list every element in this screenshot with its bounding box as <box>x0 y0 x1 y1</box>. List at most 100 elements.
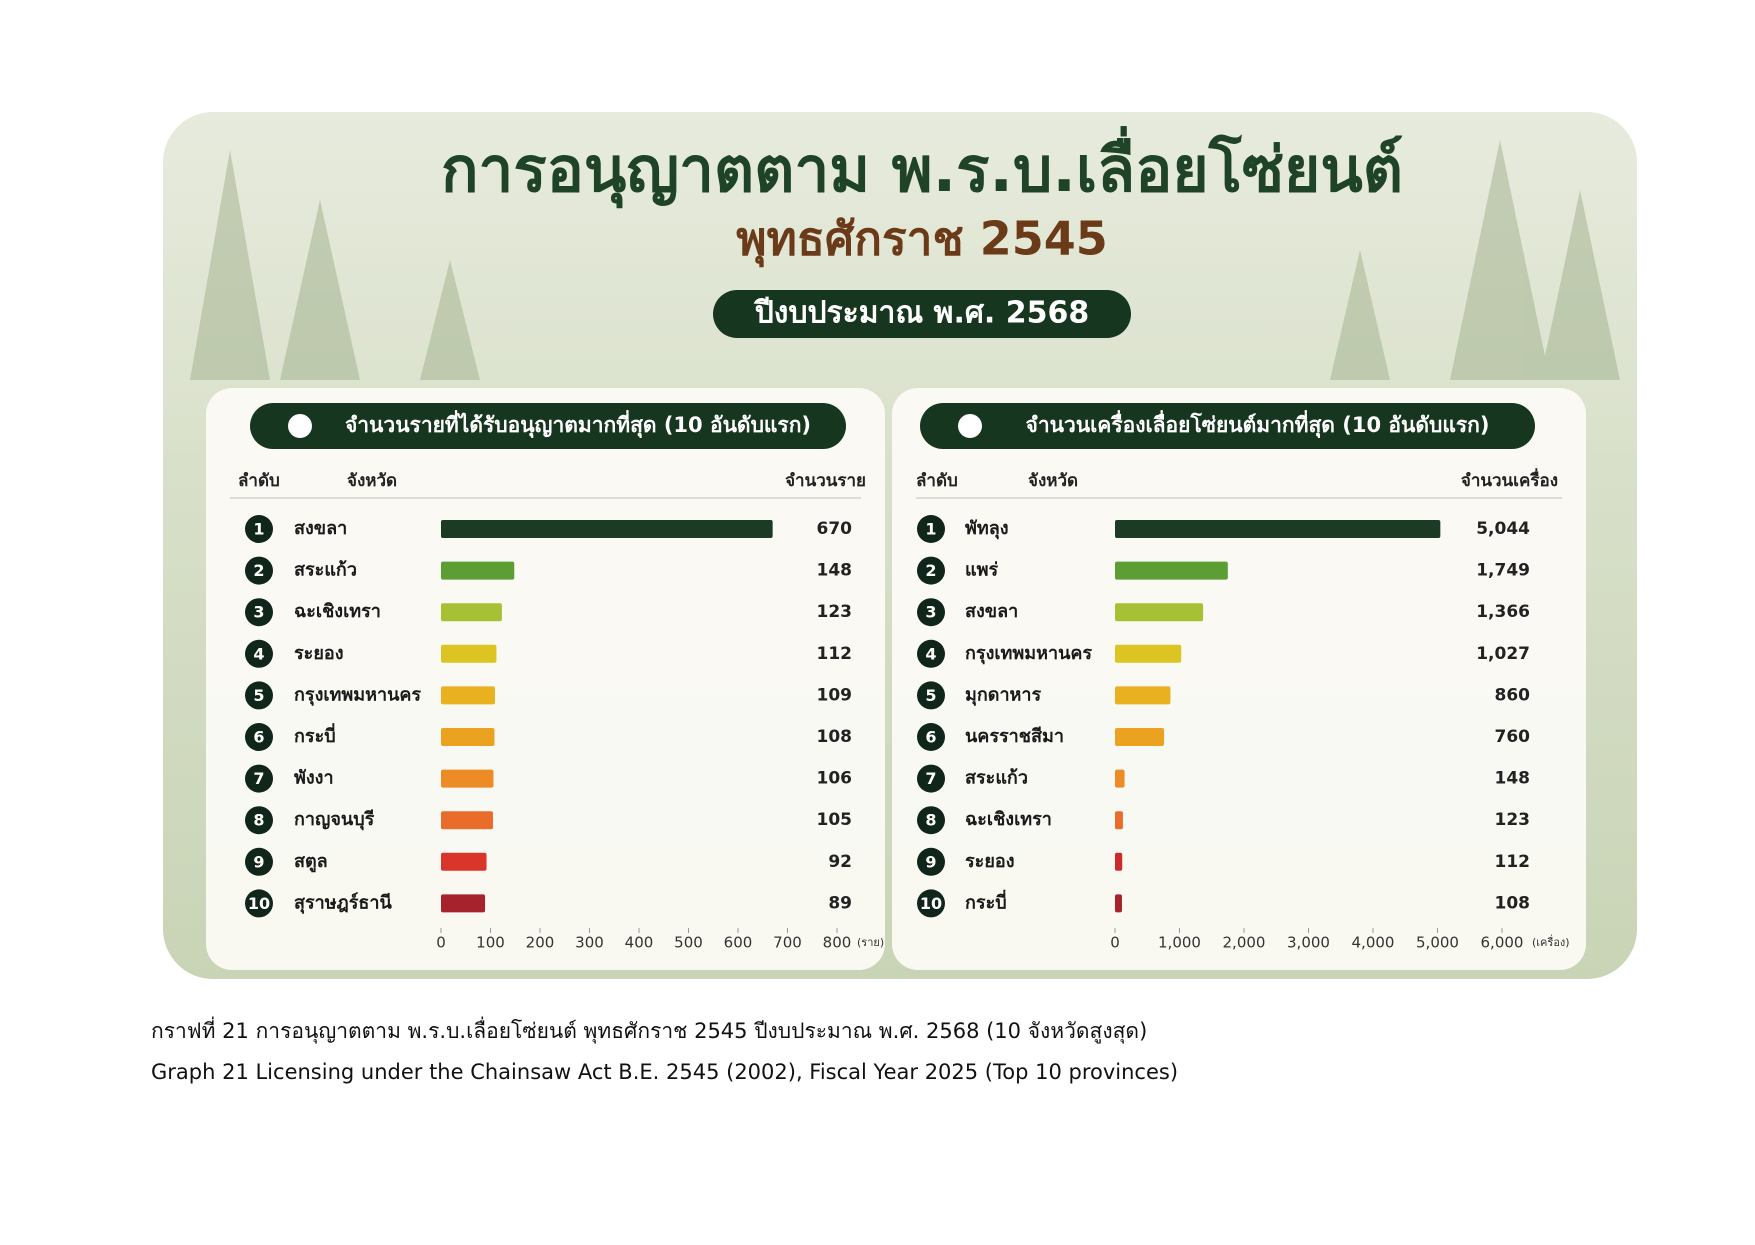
value-label: 108 <box>817 727 853 747</box>
value-label: 148 <box>1495 769 1531 789</box>
rank: 4 <box>925 644 936 663</box>
bar <box>1115 894 1122 913</box>
value-label: 106 <box>817 769 853 789</box>
rank-header: ลำดับ <box>916 471 958 491</box>
rank: 6 <box>253 728 264 747</box>
category-label: พังงา <box>294 768 334 789</box>
rank-badge <box>245 639 273 668</box>
rank-badge <box>245 847 273 876</box>
rank: 10 <box>920 894 942 913</box>
category-header: จังหวัด <box>1028 471 1078 491</box>
x-unit: (เครื่อง) <box>1532 934 1570 949</box>
value-label: 760 <box>1495 727 1531 747</box>
caption-english: Graph 21 Licensing under the Chainsaw Ac… <box>151 1060 1178 1084</box>
x-tick-label: 800 <box>823 934 852 952</box>
value-label: 112 <box>817 644 853 664</box>
bar <box>441 603 502 622</box>
rank: 10 <box>248 894 270 913</box>
rank: 7 <box>253 769 264 788</box>
rank-badge <box>917 598 945 627</box>
bar <box>441 644 497 663</box>
category-label: มุกดาหาร <box>965 684 1042 706</box>
category-label: ระยอง <box>294 643 343 664</box>
panel-header <box>250 403 846 449</box>
tree-silhouettes <box>190 140 1620 380</box>
rank-badge <box>245 764 273 793</box>
bar <box>1115 811 1123 830</box>
rank: 2 <box>925 561 936 580</box>
category-label: สุราษฎร์ธานี <box>294 891 392 914</box>
category-label: นครราชสีมา <box>965 726 1064 747</box>
bar <box>441 561 515 580</box>
rank-badge <box>245 598 273 627</box>
category-label: กรุงเทพมหานคร <box>294 684 421 706</box>
value-label: 112 <box>1495 852 1531 872</box>
value-label: 89 <box>828 893 852 913</box>
bar <box>1115 852 1123 871</box>
value-label: 1,027 <box>1476 644 1530 664</box>
category-label: กรุงเทพมหานคร <box>965 643 1092 665</box>
value-header: จำนวนเครื่อง <box>1461 468 1558 491</box>
panel-title: จำนวนรายที่ได้รับอนุญาตมากที่สุด (10 อัน… <box>345 409 811 439</box>
category-header: จังหวัด <box>347 471 397 491</box>
x-unit: (ราย) <box>857 936 884 949</box>
x-tick-label: 5,000 <box>1416 934 1459 952</box>
badge <box>713 290 1131 338</box>
category-label: แพร่ <box>965 560 998 581</box>
category-label: สระแก้ว <box>294 560 357 581</box>
bar <box>1115 686 1171 705</box>
rank-badge <box>245 723 273 751</box>
panel <box>206 388 885 970</box>
category-label: สงขลา <box>965 601 1018 622</box>
rank-badge <box>245 889 273 918</box>
x-tick-label: 3,000 <box>1287 934 1330 952</box>
bar <box>1115 520 1441 538</box>
x-tick-label: 600 <box>724 934 753 952</box>
value-label: 1,749 <box>1476 561 1530 581</box>
bar <box>441 894 486 913</box>
rank: 2 <box>253 561 264 580</box>
rank-badge <box>917 681 945 710</box>
value-label: 670 <box>817 519 853 539</box>
rank: 9 <box>925 852 936 871</box>
category-label: ฉะเชิงเทรา <box>965 809 1052 830</box>
x-tick-label: 700 <box>773 934 802 952</box>
value-label: 109 <box>817 685 853 705</box>
subtitle: พุทธศักราช 2545 <box>736 212 1108 268</box>
value-label: 148 <box>817 561 853 581</box>
bar <box>1115 728 1165 746</box>
rank: 7 <box>925 769 936 788</box>
value-label: 105 <box>817 810 853 830</box>
category-label: ฉะเชิงเทรา <box>294 601 381 622</box>
value-label: 123 <box>1495 810 1531 830</box>
rank-badge <box>917 806 945 835</box>
rank-badge <box>245 556 273 585</box>
bar <box>1115 603 1204 622</box>
bar <box>441 686 495 705</box>
rank: 6 <box>925 728 936 747</box>
x-tick-label: 300 <box>575 934 604 952</box>
rank-header: ลำดับ <box>238 471 280 491</box>
x-tick-label: 100 <box>476 934 505 952</box>
x-tick-label: 200 <box>526 934 555 952</box>
rank: 1 <box>253 520 264 539</box>
bar <box>441 769 494 788</box>
bar <box>1115 561 1228 580</box>
rank-badge <box>917 639 945 668</box>
rank: 8 <box>925 811 936 830</box>
rank: 5 <box>925 686 936 705</box>
value-label: 1,366 <box>1476 602 1530 622</box>
panel-icon <box>288 414 312 438</box>
x-tick-label: 4,000 <box>1352 934 1395 952</box>
category-label: พัทลุง <box>965 518 1009 540</box>
rank: 3 <box>253 603 264 622</box>
x-tick-label: 6,000 <box>1481 934 1524 952</box>
rank-badge <box>917 515 945 543</box>
rank: 4 <box>253 644 264 663</box>
x-tick-label: 500 <box>674 934 703 952</box>
panel-header <box>920 403 1535 449</box>
value-label: 123 <box>817 602 853 622</box>
rank-badge <box>917 764 945 793</box>
